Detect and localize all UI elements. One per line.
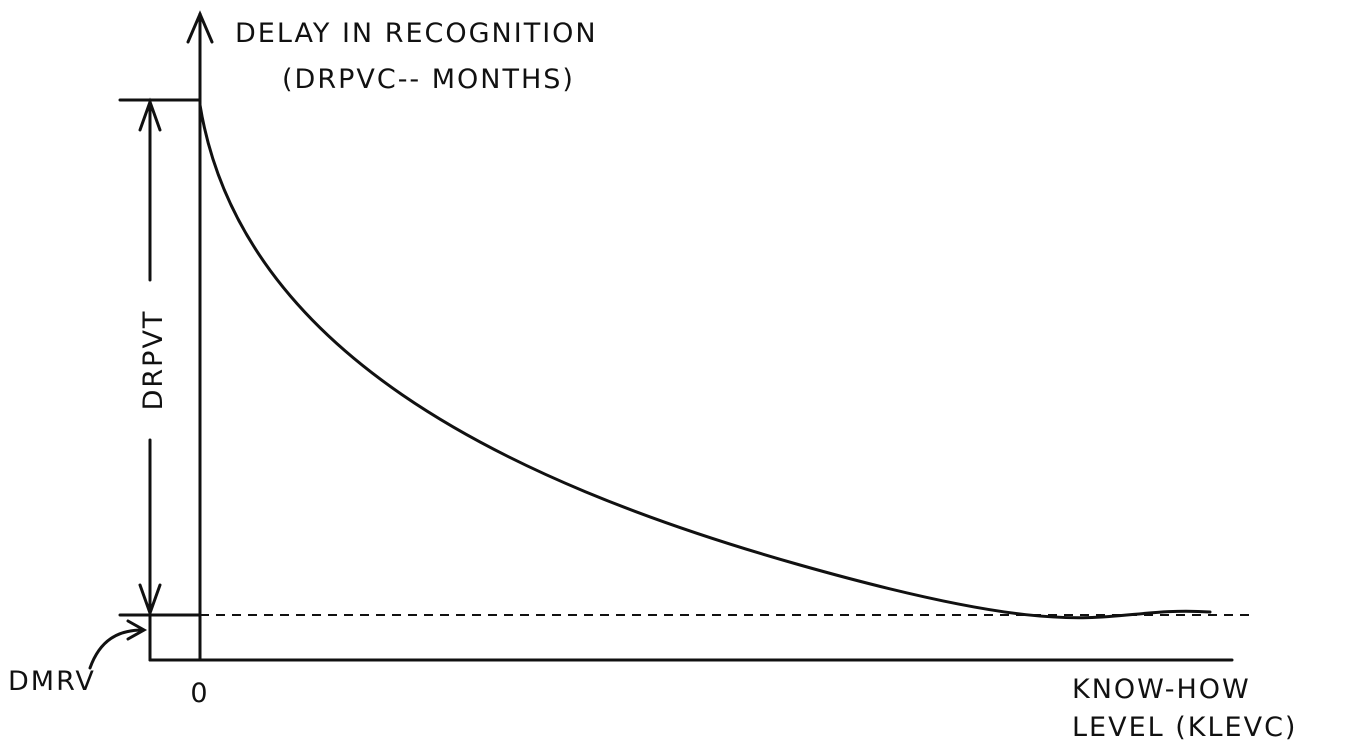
origin-label: 0 <box>190 678 209 709</box>
delay-curve <box>198 103 1212 620</box>
dmrv-label: DMRV <box>8 666 96 697</box>
dmrv-arrowhead <box>126 619 148 641</box>
y-axis-arrow <box>186 10 214 44</box>
x-axis-label: KNOW-HOW <box>1072 674 1251 705</box>
drpvt-label: DRPVT <box>138 310 169 411</box>
dmrv-arrow <box>88 628 145 670</box>
x-axis-label: LEVEL (KLEVC) <box>1072 712 1297 741</box>
y-axis-label: (DRPVC-- MONTHS) <box>282 64 575 95</box>
dimension-arrow <box>138 583 162 618</box>
y-axis-label: DELAY IN RECOGNITION <box>235 18 598 49</box>
dimension-arrow <box>138 97 162 132</box>
